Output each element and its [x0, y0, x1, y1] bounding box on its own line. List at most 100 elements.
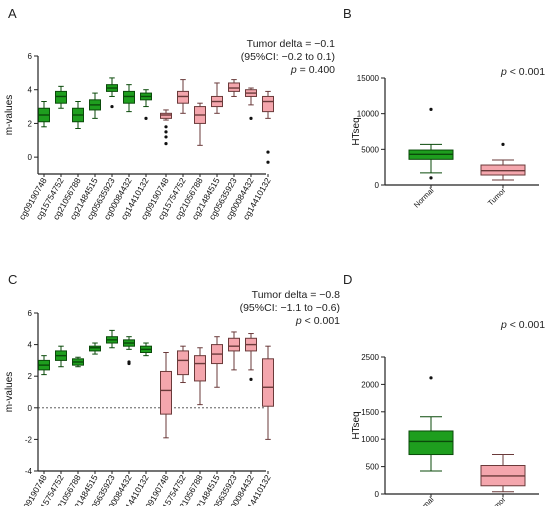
- box-iqr: [228, 337, 240, 352]
- outlier-point: [164, 130, 168, 134]
- outlier-point: [164, 125, 168, 129]
- y-axis-label: HTseq: [351, 117, 362, 145]
- outlier-point: [110, 104, 114, 109]
- box-normal: [106, 77, 118, 109]
- x-tick-label: Tumor: [486, 495, 508, 506]
- box-tumor: [177, 345, 189, 384]
- panel-d: D 0 500 1000 1500 2000 2500 HTseq Normal Tumor p…: [335, 266, 550, 506]
- box-normal: [123, 84, 135, 113]
- p-value: p < 0.001: [501, 66, 546, 78]
- box-plot-chart: 0 500 1000 1500 2000 2500 HTseq Normal Tumor: [351, 353, 539, 506]
- box-tumor: [480, 142, 526, 181]
- box-tumor: [160, 352, 172, 439]
- y-tick-label: 500: [366, 463, 380, 472]
- outlier-point: [249, 116, 253, 120]
- annotation-ci: (95%CI: −1.1 to −0.6): [239, 302, 340, 314]
- y-tick-label: 4: [28, 341, 33, 350]
- outlier-point: [501, 142, 505, 146]
- annotation-delta: Tumor delta = −0.8: [251, 289, 340, 301]
- y-tick-label: 0: [375, 490, 380, 499]
- box-plot-chart: 0 5000 10000 15000 HTseq Normal Tumor: [351, 74, 539, 210]
- outlier-point: [429, 376, 433, 380]
- p-value: p < 0.001: [501, 319, 546, 331]
- y-tick-label: 2500: [361, 353, 379, 362]
- box-iqr: [160, 112, 172, 119]
- outlier-point: [164, 142, 168, 146]
- y-axis-label: m-values: [4, 372, 15, 413]
- box-tumor: [262, 345, 274, 440]
- box-normal: [38, 355, 50, 376]
- y-tick-label: -4: [25, 467, 33, 476]
- box-tumor: [211, 336, 223, 388]
- outlier-point: [144, 116, 148, 120]
- box-iqr: [123, 90, 135, 104]
- panel-label: D: [343, 272, 353, 287]
- annotation-p: p = 0.400: [290, 64, 335, 76]
- panel-a: A 0 2 4 6 m-values cg09190748 cg15754752 cg2105…: [0, 0, 300, 240]
- box-normal: [140, 342, 152, 357]
- panel-label: C: [8, 272, 18, 287]
- box-normal: [408, 376, 454, 472]
- panel-c: C -4 -2 0 2 4 6 m-values cg09190748 cg15754752 cg…: [0, 266, 300, 506]
- box-tumor: [194, 102, 206, 146]
- y-tick-label: 1000: [361, 435, 379, 444]
- x-tick-label: Normal: [412, 186, 436, 210]
- box-normal: [89, 92, 101, 119]
- annotation-delta: Tumor delta = −0.1: [246, 38, 335, 50]
- outlier-point: [164, 135, 168, 139]
- y-axis-label: HTseq: [351, 411, 362, 439]
- box-normal: [106, 329, 118, 349]
- y-tick-label: -2: [25, 435, 33, 444]
- x-tick-label: Tumor: [486, 186, 508, 208]
- y-tick-label: 6: [28, 309, 33, 318]
- box-normal: [38, 101, 50, 128]
- y-tick-label: 15000: [357, 74, 380, 83]
- x-tick-label: Normal: [412, 495, 436, 506]
- box-iqr: [262, 358, 274, 407]
- box-iqr: [160, 370, 172, 415]
- annotation-ci: (95%CI: −0.2 to 0.1): [240, 51, 335, 63]
- box-plot-chart: -4-20246m-valuescg09190748cg15754752cg21…: [4, 309, 274, 506]
- box-tumor: [177, 79, 189, 114]
- y-tick-label: 0: [28, 153, 33, 162]
- box-tumor: [160, 109, 172, 146]
- annotation-p: p < 0.001: [295, 315, 340, 327]
- panel-b: B 0 5000 10000 15000 HTseq Normal Tumor p < 0.…: [335, 0, 550, 240]
- y-tick-label: 4: [28, 86, 33, 95]
- box-normal: [408, 107, 454, 180]
- box-iqr: [480, 164, 526, 176]
- outlier-point: [266, 150, 270, 154]
- box-normal: [89, 342, 101, 355]
- box-tumor: [211, 82, 223, 114]
- box-iqr: [89, 345, 101, 352]
- box-plot-chart: 0246m-valuescg09190748cg15754752cg210567…: [4, 52, 274, 222]
- box-iqr: [177, 350, 189, 376]
- y-tick-label: 6: [28, 52, 33, 61]
- box-iqr: [262, 95, 274, 113]
- panel-label: A: [8, 6, 17, 21]
- panel-c-annotation: Tumor delta = −0.8 (95%CI: −1.1 to −0.6)…: [215, 289, 340, 328]
- panel-label: B: [343, 6, 352, 21]
- box-tumor: [228, 331, 240, 371]
- box-tumor: [262, 90, 274, 164]
- y-tick-label: 5000: [361, 145, 379, 154]
- y-tick-label: 2: [28, 372, 33, 381]
- y-tick-label: 2: [28, 119, 33, 128]
- outlier-point: [429, 176, 433, 180]
- box-iqr: [194, 355, 206, 382]
- outlier-point: [127, 361, 131, 366]
- box-iqr: [177, 90, 189, 104]
- box-normal: [123, 336, 135, 366]
- outlier-point: [266, 160, 270, 164]
- box-tumor: [480, 454, 526, 493]
- box-tumor: [194, 347, 206, 406]
- box-tumor: [245, 333, 257, 381]
- box-iqr: [228, 82, 240, 92]
- panel-a-annotation: Tumor delta = −0.1 (95%CI: −0.2 to 0.1) …: [215, 38, 335, 77]
- box-normal: [140, 89, 152, 120]
- y-axis-label: m-values: [4, 95, 15, 136]
- box-tumor: [245, 87, 257, 120]
- y-tick-label: 1500: [361, 408, 379, 417]
- box-normal: [55, 345, 67, 368]
- box-normal: [72, 101, 84, 129]
